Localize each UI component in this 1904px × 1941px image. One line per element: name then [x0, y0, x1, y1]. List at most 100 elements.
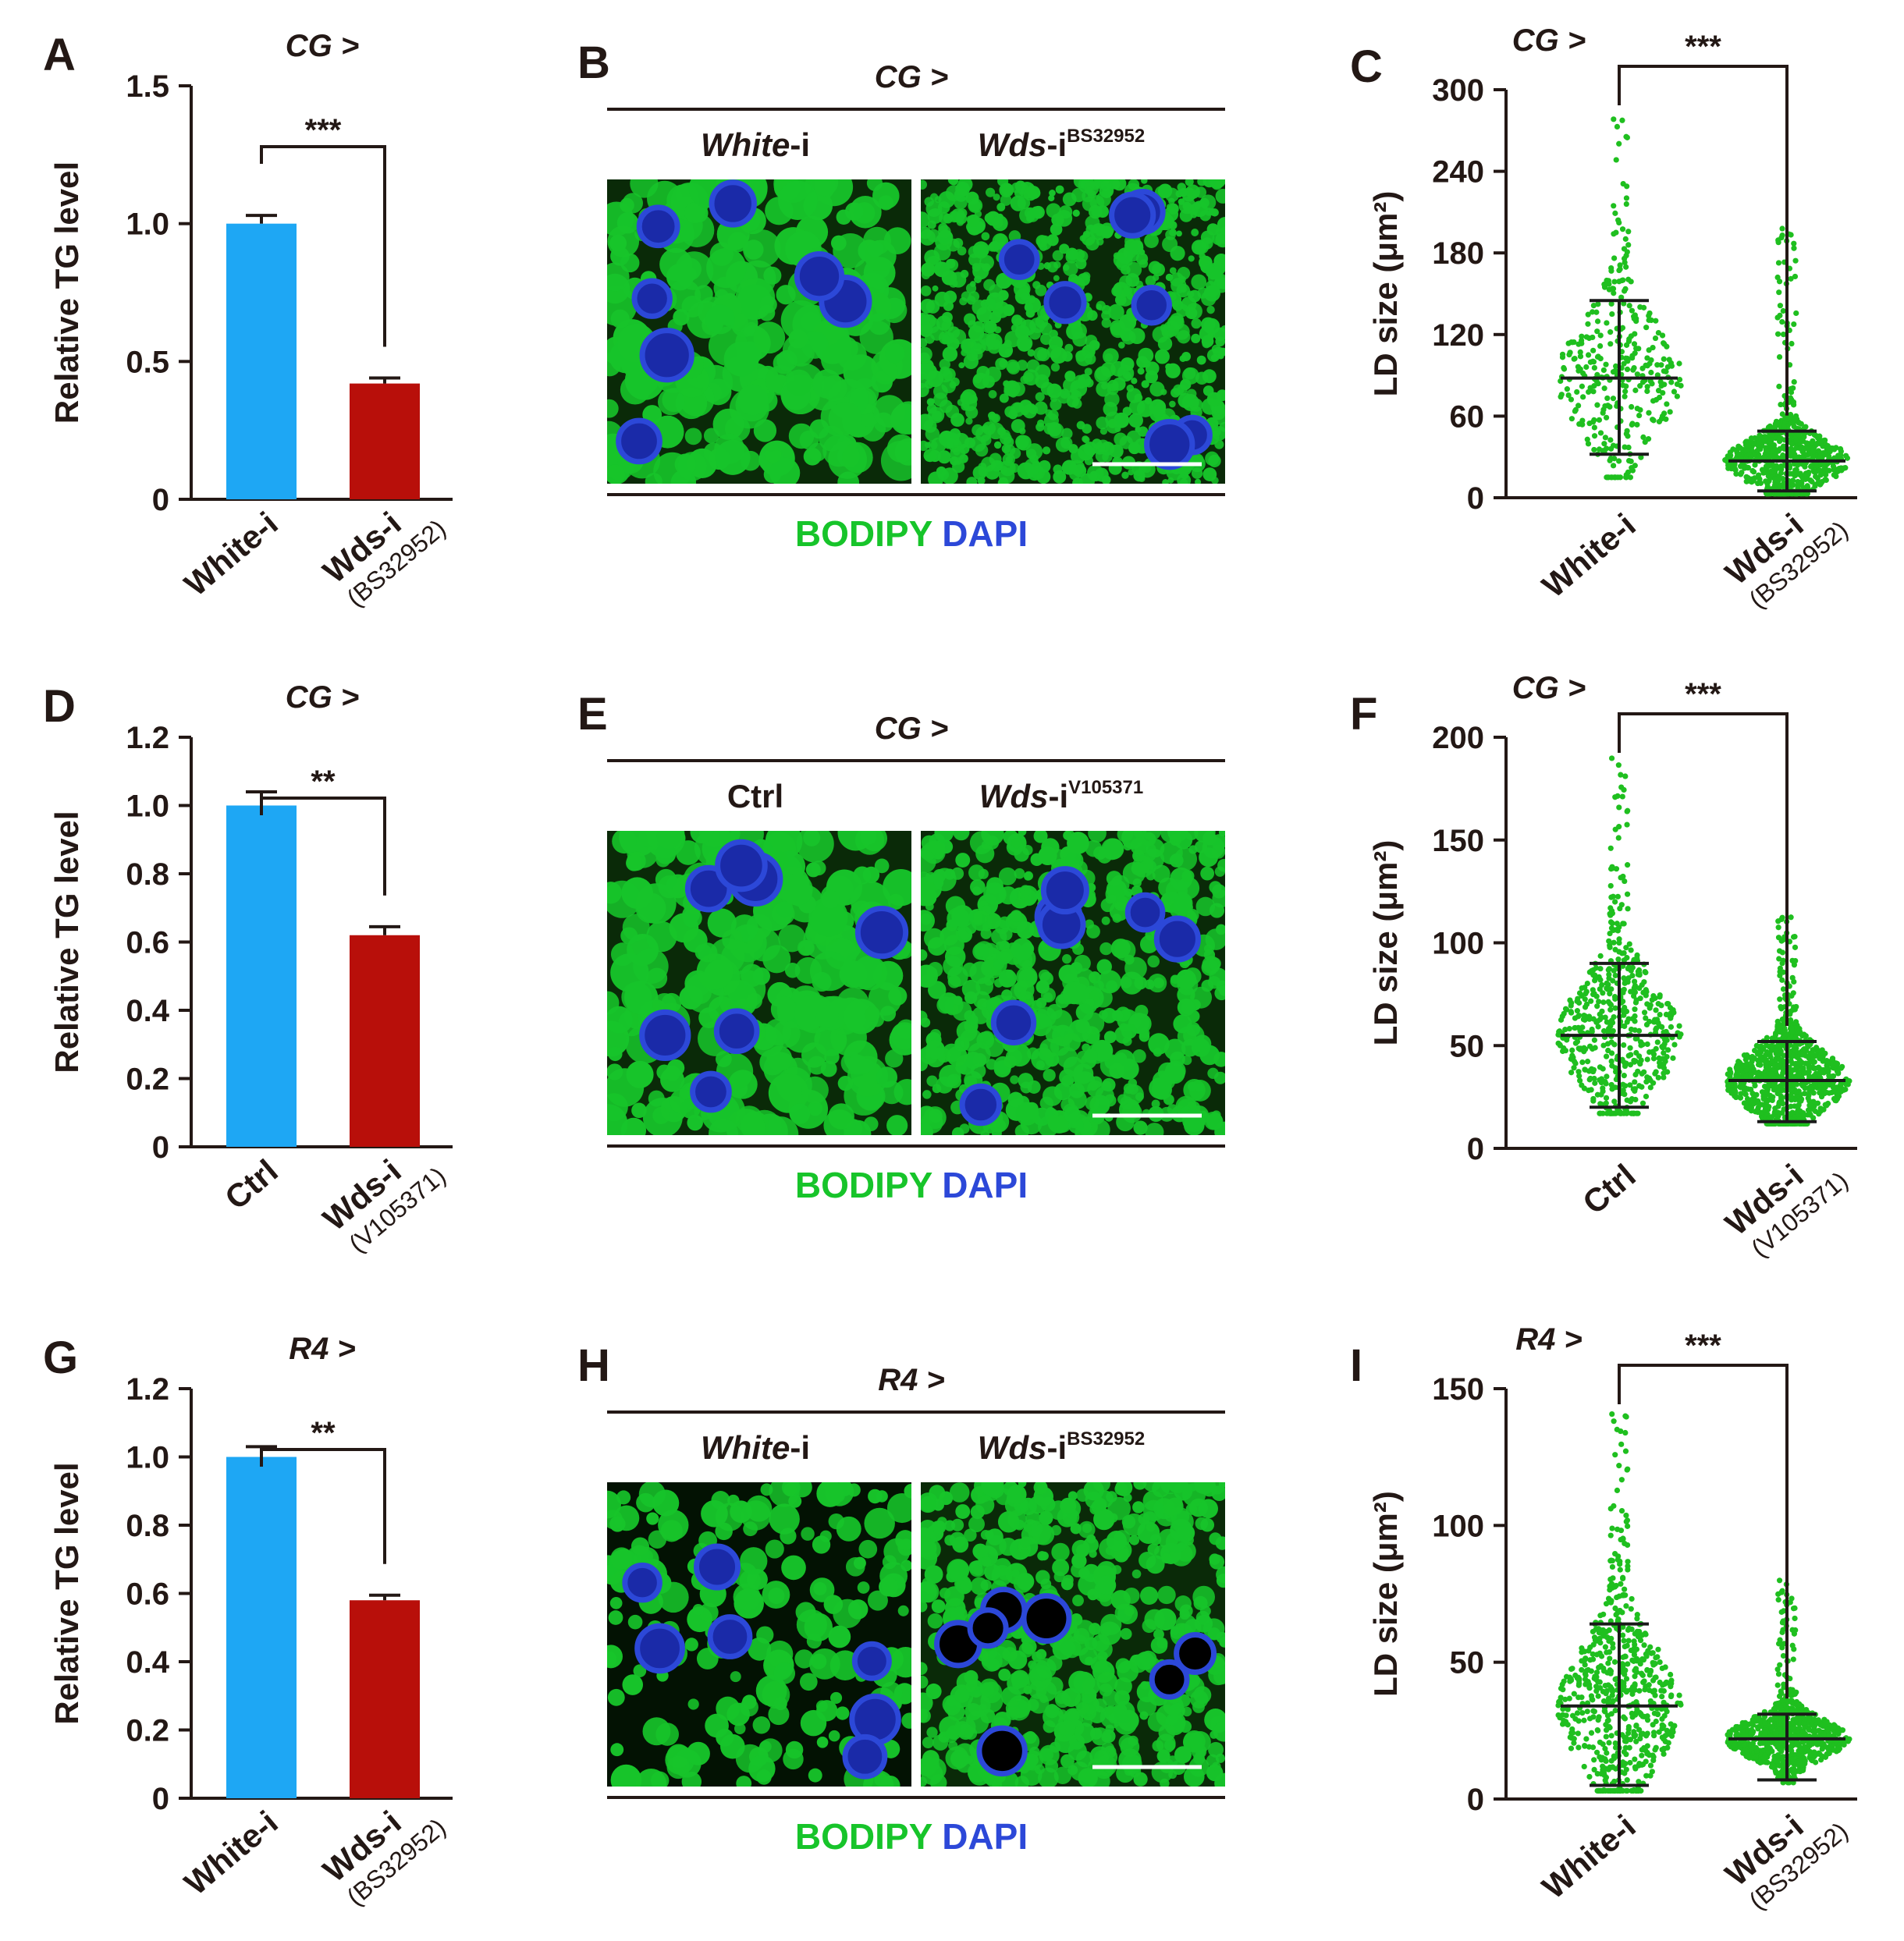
lipid-droplet: [1096, 381, 1112, 397]
lipid-droplet: [608, 1046, 623, 1062]
data-point: [1767, 1054, 1774, 1060]
data-point: [1615, 762, 1622, 768]
lipid-droplet: [978, 868, 989, 879]
data-point: [1823, 471, 1829, 478]
data-point: [1823, 1102, 1830, 1109]
significance-stars: ***: [305, 113, 342, 147]
nucleus: [1109, 191, 1156, 239]
data-point: [1676, 376, 1683, 383]
lipid-droplet: [1122, 371, 1131, 379]
data-point: [1739, 470, 1745, 476]
data-point: [1583, 334, 1590, 340]
data-point: [1628, 1052, 1634, 1058]
data-point: [1594, 371, 1600, 378]
y-tick-label: 1.0: [126, 208, 169, 242]
lipid-droplet: [658, 1581, 689, 1613]
data-point: [1597, 332, 1604, 339]
lipid-droplet: [1096, 191, 1111, 208]
lipid-droplet: [1082, 271, 1091, 281]
y-tick-label: 0: [152, 1130, 169, 1165]
data-point: [1812, 483, 1818, 489]
data-point: [1621, 1110, 1627, 1116]
data-point: [1751, 440, 1757, 447]
data-point: [1608, 1050, 1615, 1056]
data-point: [1623, 431, 1629, 437]
data-point: [1644, 388, 1650, 395]
lipid-droplet: [1000, 194, 1012, 206]
genotype-label: R4 >: [289, 1332, 356, 1366]
data-point: [1568, 416, 1575, 422]
category-label: Wds-i(V105371): [316, 1152, 451, 1258]
data-point: [1595, 301, 1601, 307]
data-point: [1577, 353, 1584, 360]
data-point: [1632, 387, 1639, 393]
lipid-droplet: [1114, 939, 1136, 961]
data-point: [1778, 466, 1785, 473]
lipid-droplet: [973, 374, 982, 384]
lipid-droplet: [821, 374, 847, 402]
lipid-droplet: [1117, 342, 1125, 349]
data-point: [1607, 845, 1614, 851]
data-point: [1791, 245, 1797, 251]
data-point: [1778, 916, 1785, 922]
lipid-droplet: [626, 1060, 654, 1088]
data-point: [1632, 350, 1638, 357]
lipid-droplet: [1027, 349, 1035, 357]
lipid-droplet: [982, 320, 995, 334]
lipid-droplet: [853, 1556, 866, 1570]
column-heading: Ctrl: [727, 778, 783, 814]
lipid-droplet: [1092, 225, 1100, 234]
lipid-droplet: [879, 1006, 897, 1022]
lipid-droplet: [998, 467, 1015, 484]
panel-label: E: [577, 689, 608, 740]
lipid-droplet: [801, 331, 829, 359]
lipid-droplet: [947, 1045, 968, 1066]
data-point: [1778, 1073, 1785, 1079]
lipid-droplet: [1096, 303, 1103, 310]
data-point: [1644, 355, 1650, 361]
data-point: [1592, 1080, 1598, 1086]
data-point: [1825, 452, 1832, 459]
y-tick-label: 0.6: [126, 926, 169, 960]
data-point: [1776, 948, 1783, 954]
data-point: [1823, 1089, 1830, 1095]
y-axis-title: Relative TG level: [48, 1462, 85, 1724]
lipid-droplet: [742, 229, 781, 268]
data-point: [1654, 1039, 1661, 1045]
data-point: [1630, 1110, 1636, 1116]
data-point: [1580, 394, 1586, 400]
data-point: [1668, 363, 1675, 369]
data-point: [1653, 1007, 1659, 1013]
lipid-droplet: [656, 831, 681, 850]
data-point: [1618, 772, 1624, 778]
lipid-droplet: [941, 311, 953, 323]
data-point: [1614, 123, 1621, 130]
lipid-droplet: [933, 243, 951, 261]
lipid-droplet: [648, 1090, 665, 1107]
lipid-droplet: [968, 253, 982, 267]
data-point: [1789, 1094, 1796, 1101]
data-point: [1664, 1047, 1671, 1053]
lipid-droplet: [607, 399, 619, 418]
data-point: [1627, 474, 1634, 481]
heading-suffix: -i: [790, 126, 810, 163]
data-point: [1612, 1005, 1618, 1011]
category-label: Ctrl: [1575, 1157, 1643, 1222]
significance-bracket: [1618, 712, 1789, 1026]
data-point: [1798, 479, 1805, 485]
data-point: [1819, 478, 1825, 485]
lipid-droplet: [1091, 208, 1100, 217]
data-point: [1584, 981, 1590, 987]
data-point: [1568, 1010, 1575, 1016]
lipid-droplet: [972, 300, 988, 315]
data-point: [1616, 267, 1622, 274]
data-point: [1789, 1025, 1795, 1031]
data-point: [1781, 424, 1787, 430]
lipid-droplet: [1051, 213, 1064, 227]
data-point: [1575, 1013, 1582, 1020]
data-point: [1628, 458, 1634, 464]
lipid-droplet: [1174, 894, 1192, 913]
lipid-droplet: [1207, 332, 1214, 339]
lipid-droplet: [928, 1109, 943, 1123]
data-point: [1600, 410, 1606, 416]
